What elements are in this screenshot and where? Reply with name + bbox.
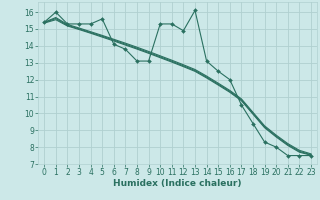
- X-axis label: Humidex (Indice chaleur): Humidex (Indice chaleur): [113, 179, 242, 188]
